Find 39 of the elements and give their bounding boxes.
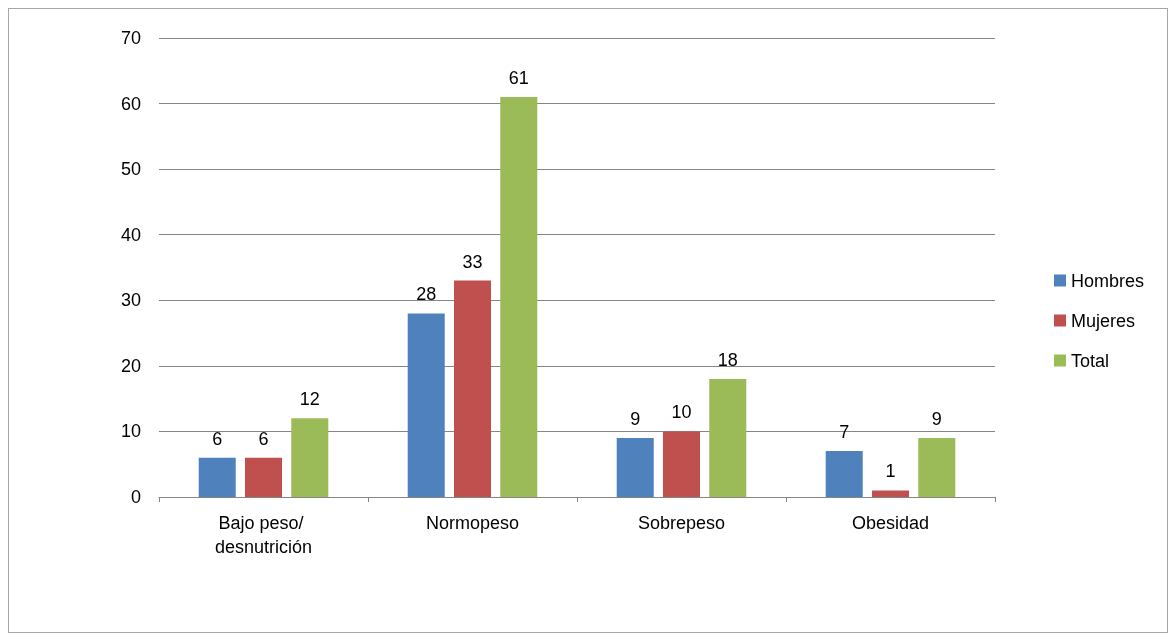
bar <box>709 378 747 497</box>
bar <box>291 418 329 497</box>
data-label: 9 <box>630 408 641 429</box>
bar <box>407 313 445 497</box>
x-tick-label: Sobrepeso <box>637 513 726 533</box>
data-label: 7 <box>839 422 850 443</box>
data-label: 10 <box>671 402 692 423</box>
data-label: 9 <box>931 408 942 429</box>
x-tick-label: Obesidad <box>851 513 930 533</box>
data-label: 33 <box>462 251 483 272</box>
y-tick-label: 50 <box>120 159 141 180</box>
bar <box>244 457 283 497</box>
x-tick-label: Bajo peso/ desnutrición <box>214 513 313 557</box>
bar <box>918 437 956 497</box>
x-tick-label: Normopeso <box>425 513 520 533</box>
legend-label: Hombres <box>1070 270 1145 291</box>
legend-label: Total <box>1070 350 1110 371</box>
legend-label: Mujeres <box>1070 310 1136 331</box>
y-tick-label: 20 <box>120 355 141 376</box>
bar <box>662 431 701 497</box>
bar <box>616 437 654 497</box>
bar <box>871 490 910 497</box>
data-label: 61 <box>508 68 529 89</box>
y-tick-label: 0 <box>130 487 141 507</box>
y-tick-label: 30 <box>120 290 141 311</box>
data-label: 1 <box>885 461 896 482</box>
bar <box>198 457 236 497</box>
bar <box>453 280 492 497</box>
data-label: 28 <box>416 284 437 305</box>
bar <box>825 451 863 497</box>
data-label: 18 <box>717 349 738 370</box>
data-label: 6 <box>212 428 223 449</box>
bar <box>500 97 538 497</box>
y-tick-label: 60 <box>120 93 141 114</box>
y-tick-label: 10 <box>120 421 141 442</box>
data-label: 12 <box>299 389 320 410</box>
y-tick-label: 40 <box>120 224 141 245</box>
data-label: 6 <box>258 428 269 449</box>
y-tick-label: 70 <box>120 28 141 48</box>
